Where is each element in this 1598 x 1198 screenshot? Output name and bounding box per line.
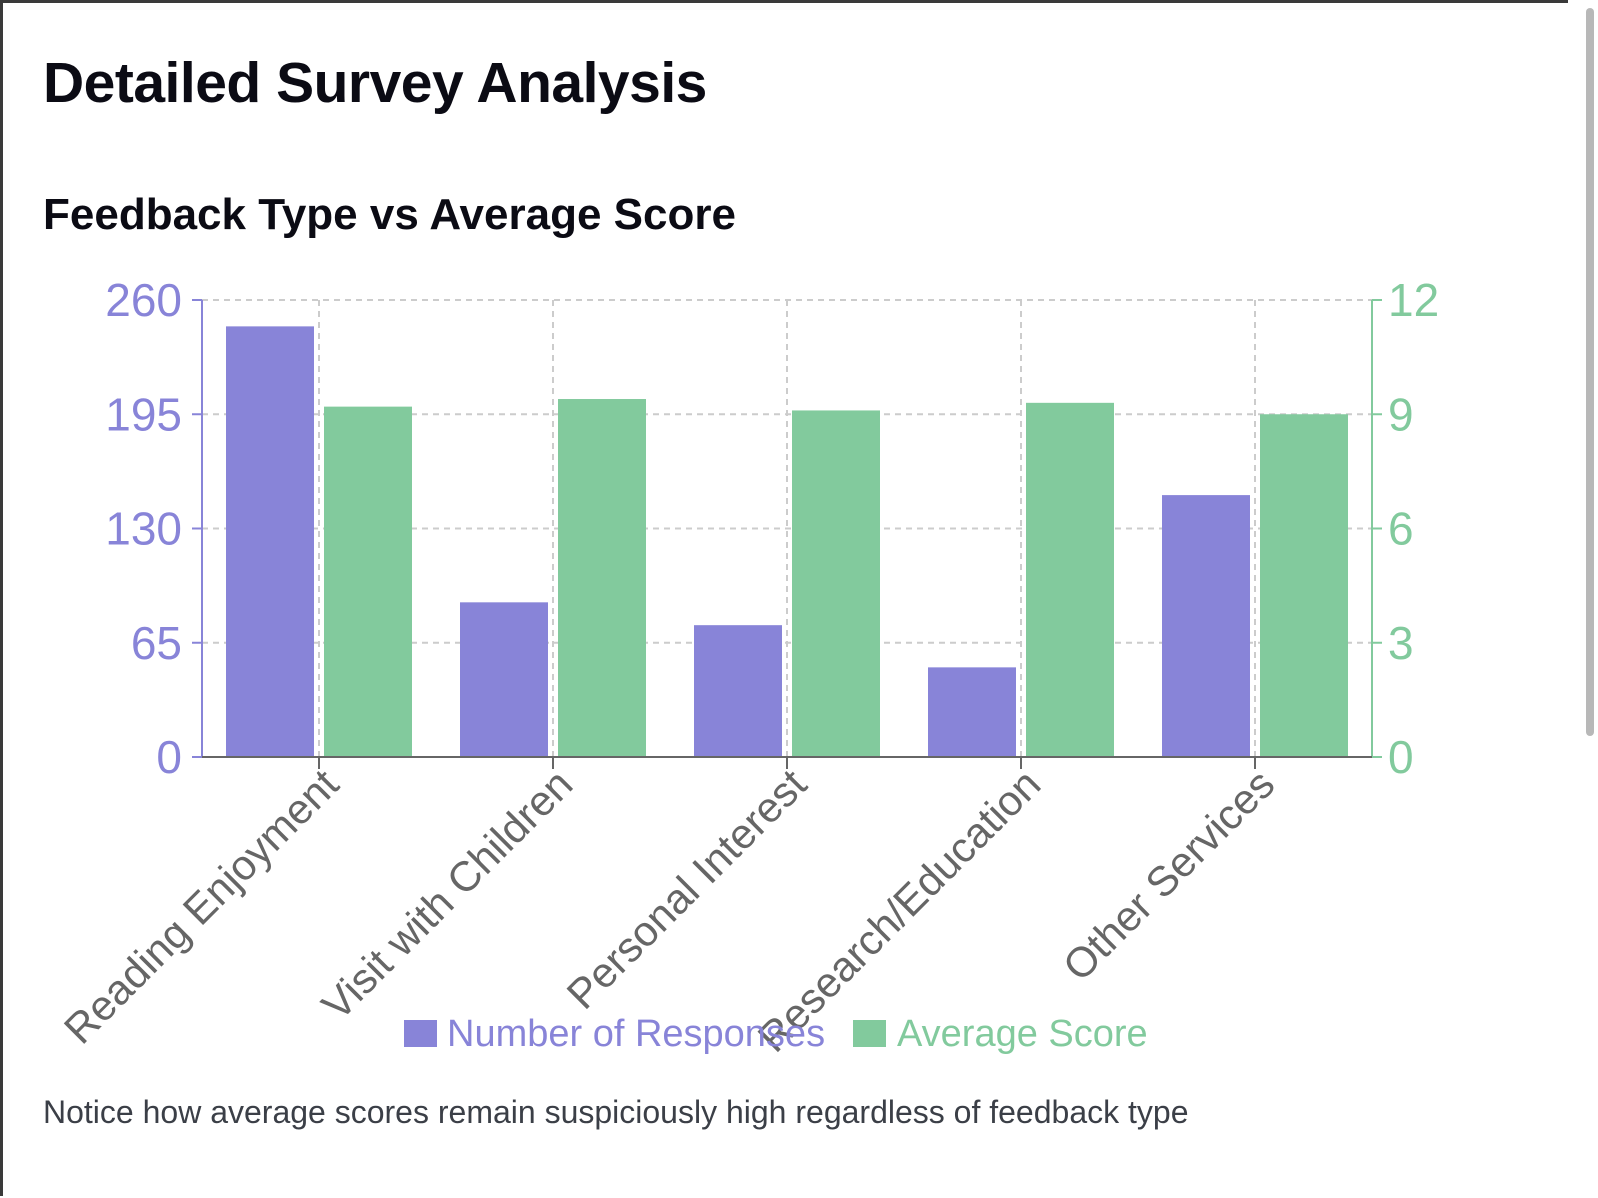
bars — [226, 326, 1348, 757]
bar-average-score — [1260, 414, 1348, 757]
bar-average-score — [1026, 402, 1114, 757]
legend-label-score: Average Score — [897, 1013, 1148, 1055]
y-right-tick-label: 12 — [1388, 274, 1439, 326]
grid-lines — [202, 299, 1373, 757]
bar-responses — [1162, 495, 1250, 757]
bar-chart: 0 65 130 195 260 0 3 6 9 12 Reading EnjoymentVisi… — [55, 274, 1439, 1061]
scrollbar-thumb[interactable] — [1586, 8, 1594, 736]
y-right-tick-label: 0 — [1388, 731, 1414, 783]
x-tick-label: Visit with Children — [313, 760, 582, 1029]
x-tick-label: Other Services — [1054, 760, 1284, 990]
x-tick-label: Personal Interest — [558, 760, 816, 1018]
legend-label-responses: Number of Responses — [447, 1013, 825, 1055]
y-right-tick-label: 3 — [1388, 617, 1414, 669]
legend-swatch-responses — [404, 1020, 437, 1047]
bar-responses — [226, 326, 314, 757]
axes: 0 65 130 195 260 0 3 6 9 12 — [105, 274, 1439, 783]
y-right-tick-label: 6 — [1388, 503, 1414, 555]
footnote: Notice how average scores remain suspici… — [43, 1094, 1189, 1130]
y-left-tick-label: 65 — [131, 617, 182, 669]
legend: Number of Responses Average Score — [404, 1013, 1148, 1055]
y-left-tick-label: 0 — [156, 731, 182, 783]
bar-responses — [928, 667, 1016, 757]
y-left-tick-label: 195 — [105, 388, 182, 440]
bar-responses — [460, 602, 548, 757]
bar-average-score — [324, 406, 412, 757]
bar-responses — [694, 625, 782, 757]
y-right-tick-label: 9 — [1388, 388, 1414, 440]
x-tick-label: Reading Enjoyment — [55, 760, 348, 1053]
page-title: Detailed Survey Analysis — [43, 51, 707, 115]
legend-swatch-score — [853, 1020, 886, 1047]
y-left-tick-label: 130 — [105, 503, 182, 555]
y-left-tick-label: 260 — [105, 274, 182, 326]
bar-average-score — [558, 399, 646, 757]
bar-average-score — [792, 410, 880, 757]
chart-title: Feedback Type vs Average Score — [43, 190, 736, 239]
